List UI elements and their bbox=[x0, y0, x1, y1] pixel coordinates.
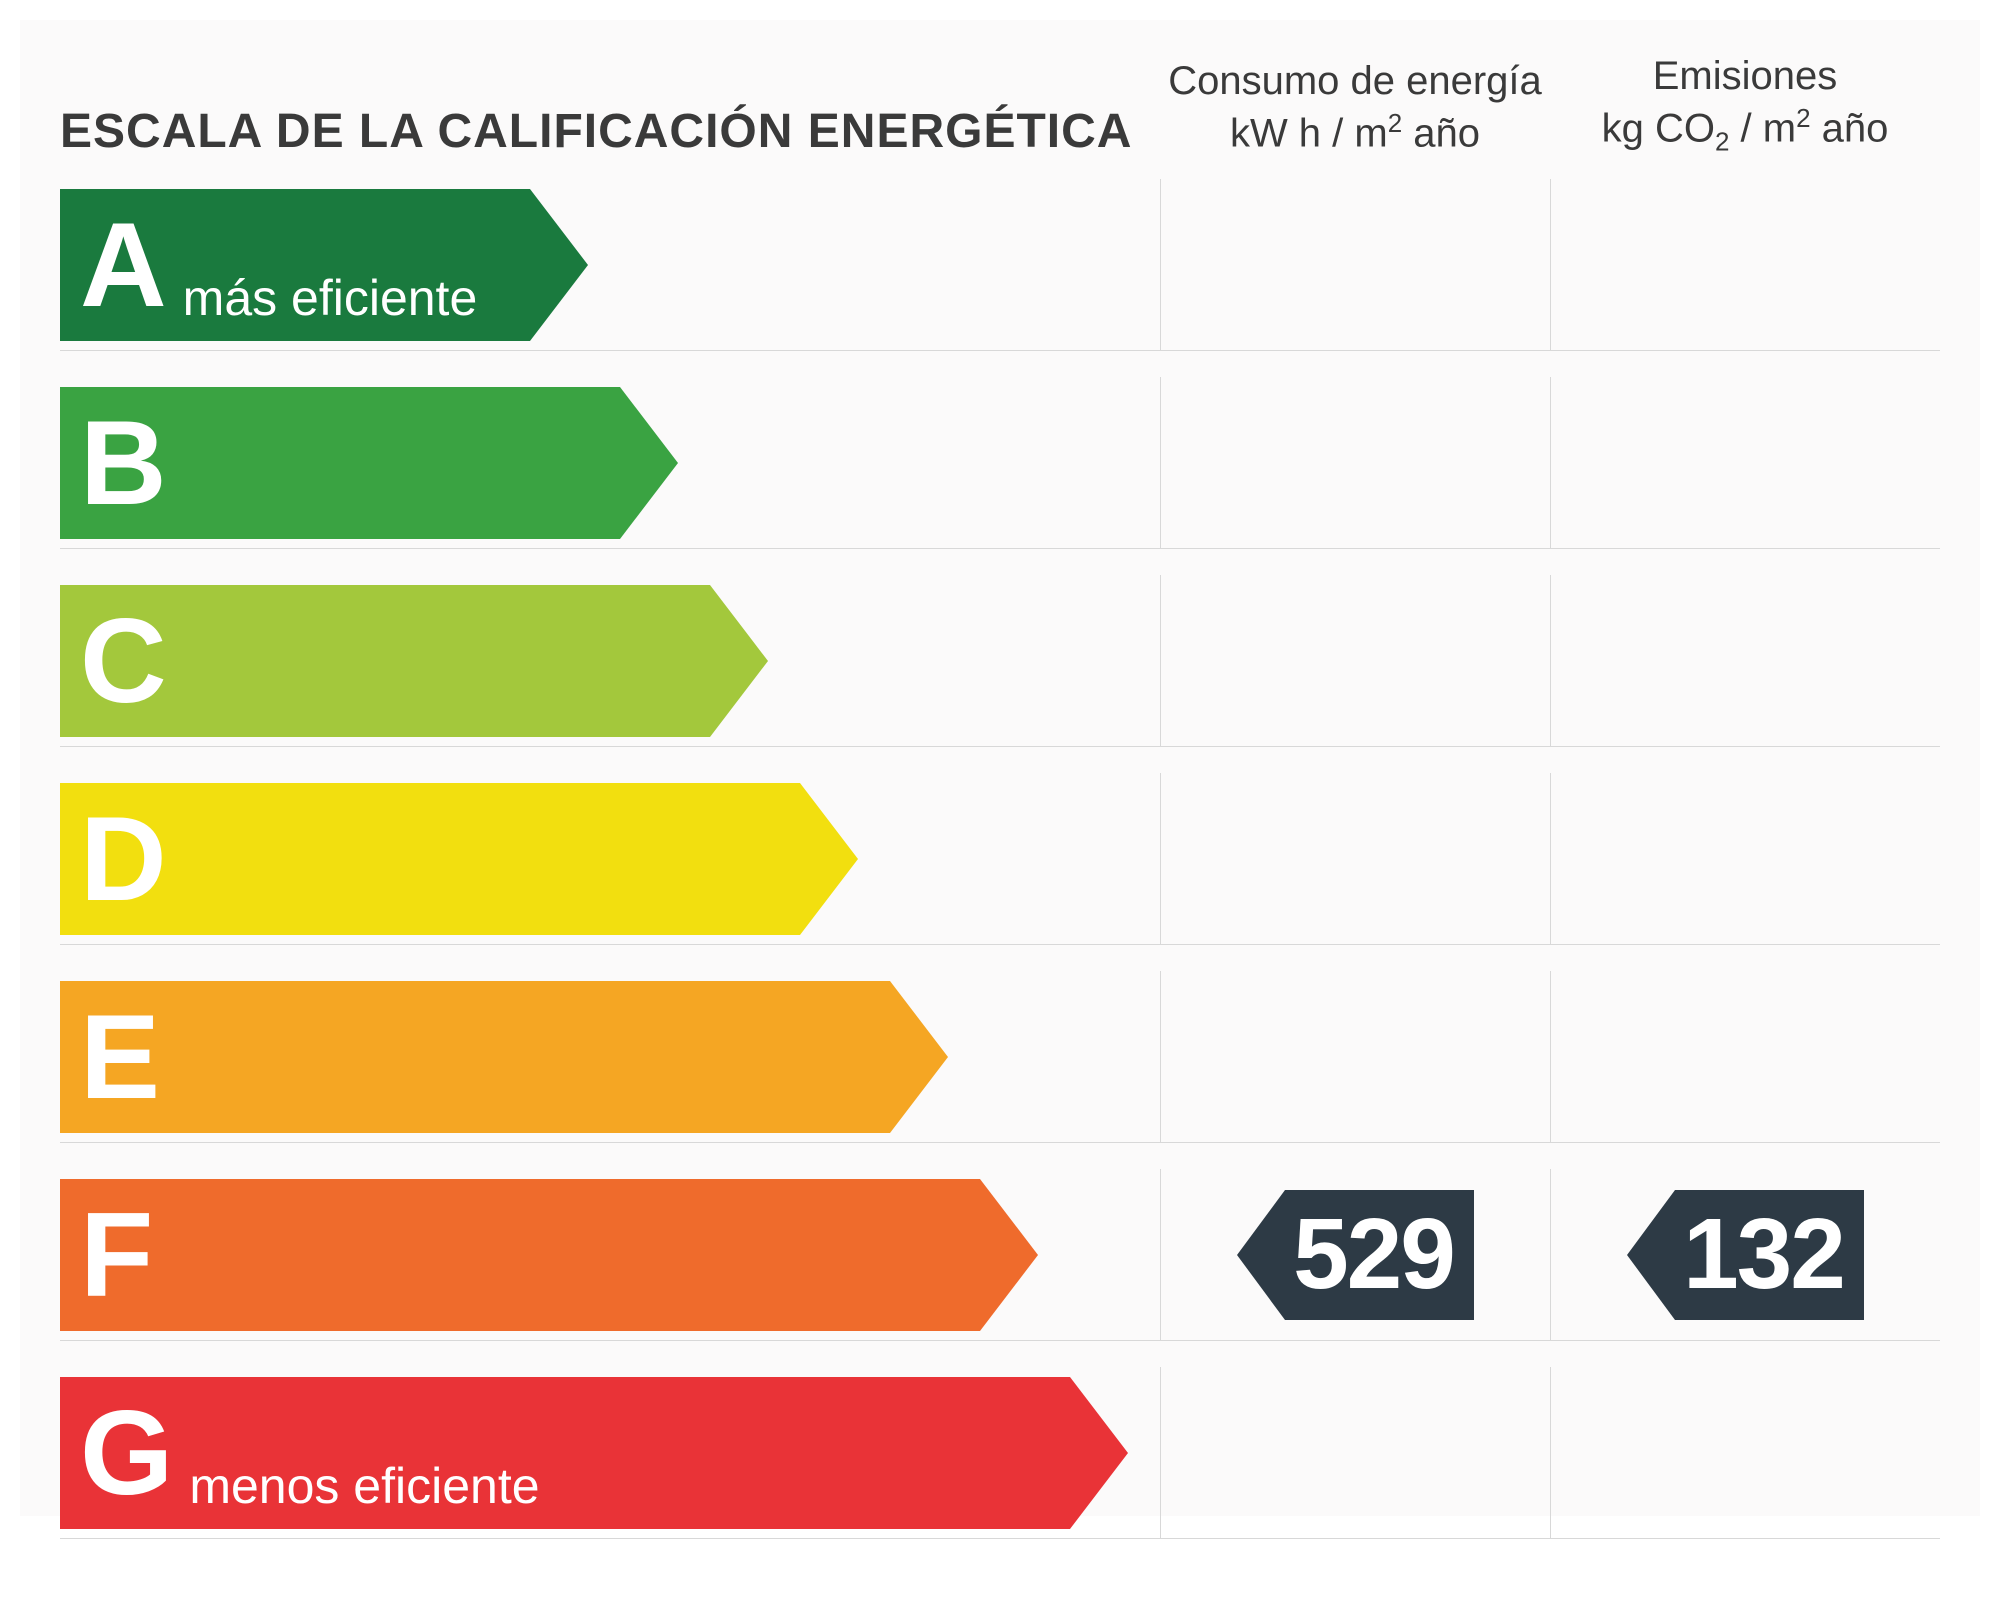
column-header-emissions: Emisiones kg CO2 / m2 año bbox=[1550, 50, 1940, 159]
rating-bar-cell: D bbox=[60, 773, 1160, 945]
rating-bar-c: C bbox=[60, 585, 768, 737]
rating-bar-cell: Gmenos eficiente bbox=[60, 1367, 1160, 1539]
rating-sublabel: más eficiente bbox=[183, 269, 478, 341]
value-badge-text: 529 bbox=[1285, 1190, 1474, 1320]
column-header-emissions-line1: Emisiones bbox=[1550, 50, 1940, 102]
rating-bar-arrow-icon bbox=[530, 189, 588, 341]
rating-row-e: E bbox=[60, 971, 1940, 1143]
rating-rows: Amás eficienteBCDEF529132Gmenos eficient… bbox=[20, 179, 1980, 1605]
rating-bar-cell: E bbox=[60, 971, 1160, 1143]
rating-sublabel: menos eficiente bbox=[189, 1457, 539, 1529]
emissions-value-cell bbox=[1550, 377, 1940, 549]
energy-rating-chart: ESCALA DE LA CALIFICACIÓN ENERGÉTICA Con… bbox=[20, 20, 1980, 1516]
rating-row-b: B bbox=[60, 377, 1940, 549]
rating-bar-f: F bbox=[60, 1179, 1038, 1331]
rating-row-f: F 529 132 bbox=[60, 1169, 1940, 1341]
rating-bar-body: D bbox=[60, 783, 800, 935]
rating-row-a: Amás eficiente bbox=[60, 179, 1940, 351]
rating-bar-body: Amás eficiente bbox=[60, 189, 530, 341]
rating-bar-body: B bbox=[60, 387, 620, 539]
column-header-energy-line2: kW h / m2 año bbox=[1160, 107, 1550, 159]
rating-letter: D bbox=[80, 799, 167, 919]
value-badge-text: 132 bbox=[1675, 1190, 1864, 1320]
energy-value-badge: 529 bbox=[1237, 1190, 1474, 1320]
column-header-energy: Consumo de energía kW h / m2 año bbox=[1160, 55, 1550, 159]
rating-letter: F bbox=[80, 1195, 153, 1315]
rating-bar-d: D bbox=[60, 783, 858, 935]
rating-row-c: C bbox=[60, 575, 1940, 747]
rating-letter: C bbox=[80, 601, 167, 721]
rating-bar-arrow-icon bbox=[710, 585, 768, 737]
rating-bar-cell: Amás eficiente bbox=[60, 179, 1160, 351]
value-badge-arrow-icon bbox=[1627, 1190, 1675, 1320]
rating-letter: E bbox=[80, 997, 160, 1117]
rating-bar-body: C bbox=[60, 585, 710, 737]
emissions-value-cell bbox=[1550, 575, 1940, 747]
rating-letter: B bbox=[80, 403, 167, 523]
energy-value-cell bbox=[1160, 179, 1550, 351]
rating-bar-cell: F bbox=[60, 1169, 1160, 1341]
energy-value-cell bbox=[1160, 377, 1550, 549]
emissions-value-badge: 132 bbox=[1627, 1190, 1864, 1320]
emissions-value-cell bbox=[1550, 1367, 1940, 1539]
energy-value-cell bbox=[1160, 1367, 1550, 1539]
header-row: ESCALA DE LA CALIFICACIÓN ENERGÉTICA Con… bbox=[20, 20, 1980, 179]
emissions-value-cell bbox=[1550, 179, 1940, 351]
emissions-value-cell bbox=[1550, 773, 1940, 945]
rating-bar-cell: B bbox=[60, 377, 1160, 549]
rating-bar-b: B bbox=[60, 387, 678, 539]
energy-value-cell: 529 bbox=[1160, 1169, 1550, 1341]
rating-bar-g: Gmenos eficiente bbox=[60, 1377, 1128, 1529]
column-header-emissions-line2: kg CO2 / m2 año bbox=[1550, 102, 1940, 159]
rating-bar-arrow-icon bbox=[620, 387, 678, 539]
rating-letter: A bbox=[80, 205, 167, 325]
rating-bar-arrow-icon bbox=[800, 783, 858, 935]
rating-bar-arrow-icon bbox=[980, 1179, 1038, 1331]
energy-value-cell bbox=[1160, 575, 1550, 747]
rating-row-d: D bbox=[60, 773, 1940, 945]
rating-row-g: Gmenos eficiente bbox=[60, 1367, 1940, 1539]
rating-bar-body: Gmenos eficiente bbox=[60, 1377, 1070, 1529]
rating-bar-e: E bbox=[60, 981, 948, 1133]
emissions-value-cell bbox=[1550, 971, 1940, 1143]
rating-bar-body: E bbox=[60, 981, 890, 1133]
energy-value-cell bbox=[1160, 971, 1550, 1143]
energy-value-cell bbox=[1160, 773, 1550, 945]
emissions-value-cell: 132 bbox=[1550, 1169, 1940, 1341]
chart-title: ESCALA DE LA CALIFICACIÓN ENERGÉTICA bbox=[60, 104, 1160, 159]
rating-letter: G bbox=[80, 1393, 173, 1513]
value-badge-arrow-icon bbox=[1237, 1190, 1285, 1320]
rating-bar-body: F bbox=[60, 1179, 980, 1331]
rating-bar-a: Amás eficiente bbox=[60, 189, 588, 341]
rating-bar-arrow-icon bbox=[890, 981, 948, 1133]
rating-bar-arrow-icon bbox=[1070, 1377, 1128, 1529]
column-header-energy-line1: Consumo de energía bbox=[1160, 55, 1550, 107]
rating-bar-cell: C bbox=[60, 575, 1160, 747]
